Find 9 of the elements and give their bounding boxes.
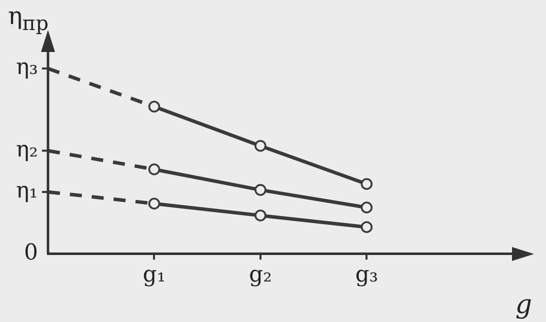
x-tick-label: g₁ <box>142 262 166 288</box>
x-axis-title: g <box>515 290 532 320</box>
x-tick-label: g₃ <box>355 262 378 288</box>
text: η₃ <box>16 55 38 80</box>
text: 0 <box>24 240 38 266</box>
y-axis-title: η$_{пр}$ <box>8 2 49 35</box>
x-tick-label: g₂ <box>248 262 272 288</box>
text: η₂ <box>16 137 38 162</box>
text: η₁ <box>16 178 38 204</box>
